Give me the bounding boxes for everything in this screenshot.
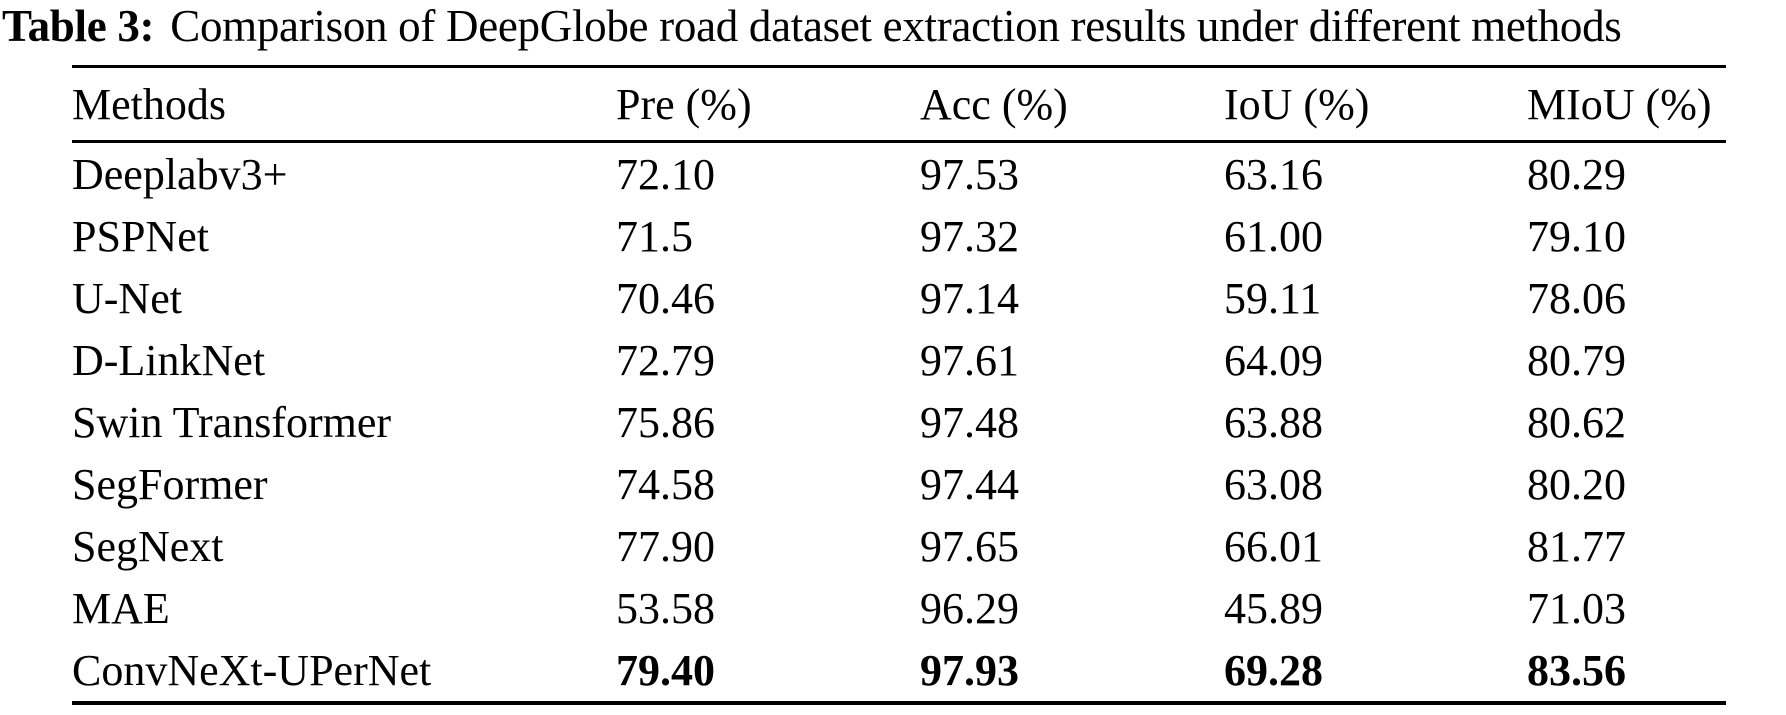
table-caption-label: Table 3: xyxy=(2,1,155,51)
miou-cell: 78.06 xyxy=(1527,273,1626,323)
table-caption: Table 3: Comparison of DeepGlobe road dat… xyxy=(2,0,1786,52)
iou-cell: 69.28 xyxy=(1224,645,1323,695)
iou-cell: 63.88 xyxy=(1224,397,1323,447)
table-row: ConvNeXt-UPerNet 79.40 97.93 69.28 83.56 xyxy=(72,639,1726,703)
header-miou: MIoU (%) xyxy=(1527,66,1726,143)
table-row: Swin Transformer 75.86 97.48 63.88 80.62 xyxy=(72,391,1726,453)
table-row: SegFormer 74.58 97.44 63.08 80.20 xyxy=(72,453,1726,515)
pre-cell: 71.5 xyxy=(616,211,693,261)
method-cell: U-Net xyxy=(72,273,182,323)
acc-cell: 97.44 xyxy=(920,459,1019,509)
table-caption-text: Comparison of DeepGlobe road dataset ext… xyxy=(170,1,1622,51)
pre-cell: 72.10 xyxy=(616,149,715,199)
pre-cell: 53.58 xyxy=(616,583,715,633)
table-header: Methods Pre (%) Acc (%) IoU (%) MIoU (%) xyxy=(72,66,1726,143)
method-cell: SegNext xyxy=(72,521,224,571)
miou-cell: 80.20 xyxy=(1527,459,1626,509)
iou-cell: 63.16 xyxy=(1224,149,1323,199)
table-row: U-Net 70.46 97.14 59.11 78.06 xyxy=(72,267,1726,329)
acc-cell: 97.14 xyxy=(920,273,1019,323)
iou-cell: 66.01 xyxy=(1224,521,1323,571)
iou-cell: 59.11 xyxy=(1224,273,1322,323)
pre-cell: 74.58 xyxy=(616,459,715,509)
miou-cell: 80.62 xyxy=(1527,397,1626,447)
acc-cell: 97.48 xyxy=(920,397,1019,447)
acc-cell: 97.32 xyxy=(920,211,1019,261)
method-cell: SegFormer xyxy=(72,459,268,509)
method-cell: PSPNet xyxy=(72,211,209,261)
method-cell: Deeplabv3+ xyxy=(72,149,288,199)
header-acc: Acc (%) xyxy=(920,66,1224,143)
acc-cell: 97.61 xyxy=(920,335,1019,385)
method-cell: D-LinkNet xyxy=(72,335,266,385)
table-row: PSPNet 71.5 97.32 61.00 79.10 xyxy=(72,205,1726,267)
acc-cell: 96.29 xyxy=(920,583,1019,633)
iou-cell: 45.89 xyxy=(1224,583,1323,633)
header-pre: Pre (%) xyxy=(616,66,920,143)
acc-cell: 97.93 xyxy=(920,645,1019,695)
method-cell: MAE xyxy=(72,583,170,633)
table-row: MAE 53.58 96.29 45.89 71.03 xyxy=(72,577,1726,639)
method-cell: Swin Transformer xyxy=(72,397,392,447)
table-body: Deeplabv3+ 72.10 97.53 63.16 80.29 PSPNet 71.5… xyxy=(72,142,1726,704)
pre-cell: 75.86 xyxy=(616,397,715,447)
table-row: D-LinkNet 72.79 97.61 64.09 80.79 xyxy=(72,329,1726,391)
pre-cell: 72.79 xyxy=(616,335,715,385)
iou-cell: 61.00 xyxy=(1224,211,1323,261)
table-row: Deeplabv3+ 72.10 97.53 63.16 80.29 xyxy=(72,142,1726,206)
method-cell: ConvNeXt-UPerNet xyxy=(72,645,432,695)
results-table: Methods Pre (%) Acc (%) IoU (%) MIoU (%)… xyxy=(72,65,1726,705)
acc-cell: 97.65 xyxy=(920,521,1019,571)
pre-cell: 79.40 xyxy=(616,645,715,695)
acc-cell: 97.53 xyxy=(920,149,1019,199)
iou-cell: 63.08 xyxy=(1224,459,1323,509)
header-row: Methods Pre (%) Acc (%) IoU (%) MIoU (%) xyxy=(72,66,1726,143)
pre-cell: 70.46 xyxy=(616,273,715,323)
miou-cell: 79.10 xyxy=(1527,211,1626,261)
iou-cell: 64.09 xyxy=(1224,335,1323,385)
miou-cell: 80.79 xyxy=(1527,335,1626,385)
miou-cell: 71.03 xyxy=(1527,583,1626,633)
miou-cell: 81.77 xyxy=(1527,521,1626,571)
miou-cell: 83.56 xyxy=(1527,645,1626,695)
table-row: SegNext 77.90 97.65 66.01 81.77 xyxy=(72,515,1726,577)
header-iou: IoU (%) xyxy=(1224,66,1527,143)
header-methods: Methods xyxy=(72,66,616,143)
pre-cell: 77.90 xyxy=(616,521,715,571)
miou-cell: 80.29 xyxy=(1527,149,1626,199)
